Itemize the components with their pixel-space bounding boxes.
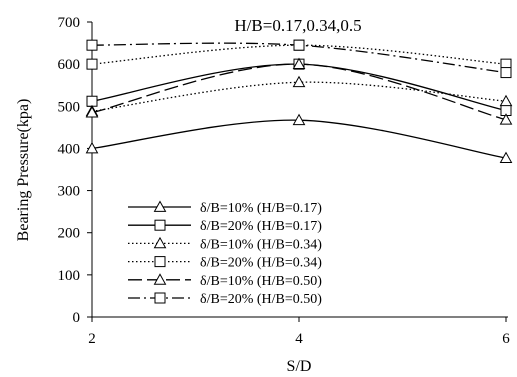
x-axis-label: S/D [287, 358, 312, 375]
square-data-point [86, 95, 98, 107]
legend: δ/B=10% (H/B=0.17) δ/B=20% (H/B=0.17) δ/B=… [128, 200, 322, 307]
legend-item: δ/B=20% (H/B=0.34) [128, 256, 322, 271]
legend-triangle-marker [153, 273, 167, 285]
triangle-data-point [499, 113, 513, 125]
triangle-data-point [85, 141, 99, 154]
x-ticks: 2 4 6 [88, 317, 510, 347]
chart-annotation: H/B=0.17,0.34,0.5 [234, 16, 361, 35]
legend-square-marker [154, 292, 166, 304]
triangle-data-point [292, 75, 306, 88]
legend-label: δ/B=20% (H/B=0.17) [200, 219, 322, 234]
y-tick-label: 600 [58, 57, 81, 73]
triangle-data-point [85, 106, 99, 118]
x-tick-label: 4 [295, 331, 303, 347]
legend-label: δ/B=20% (H/B=0.34) [200, 256, 322, 271]
axes [91, 22, 508, 318]
square-data-point [86, 39, 98, 51]
triangle-data-point [292, 113, 306, 126]
legend-label: δ/B=10% (H/B=0.50) [200, 274, 322, 289]
legend-item: δ/B=20% (H/B=0.50) [128, 292, 322, 307]
y-tick-label: 300 [58, 184, 81, 200]
y-axis-label: Bearing Pressure(kpa) [15, 99, 32, 242]
square-data-point [293, 39, 305, 51]
y-tick-label: 700 [58, 15, 81, 31]
square-data-point [500, 67, 512, 79]
triangle-data-point [292, 57, 306, 70]
series-line [91, 63, 507, 112]
square-data-point [86, 58, 98, 70]
legend-item: δ/B=10% (H/B=0.17) [128, 200, 322, 216]
legend-triangle-marker [153, 200, 167, 212]
y-tick-label: 200 [58, 226, 81, 242]
legend-label: δ/B=10% (H/B=0.17) [200, 201, 322, 216]
x-tick-label: 2 [88, 331, 96, 347]
legend-item: δ/B=10% (H/B=0.50) [128, 273, 322, 289]
x-tick-label: 6 [502, 331, 510, 347]
y-tick-label: 0 [73, 310, 81, 326]
legend-item: δ/B=20% (H/B=0.17) [128, 219, 322, 234]
legend-item: δ/B=10% (H/B=0.34) [128, 236, 322, 252]
triangle-data-point [499, 151, 513, 164]
y-tick-label: 500 [58, 99, 81, 115]
y-tick-label: 400 [58, 141, 81, 157]
legend-square-marker [154, 256, 166, 268]
legend-label: δ/B=20% (H/B=0.50) [200, 292, 322, 307]
legend-label: δ/B=10% (H/B=0.34) [200, 237, 322, 252]
series-line [91, 63, 507, 121]
legend-square-marker [154, 219, 166, 231]
series-markers [85, 39, 513, 164]
y-ticks: 0 100 200 300 400 500 600 700 [58, 15, 92, 326]
legend-triangle-marker [153, 236, 167, 249]
series-line [91, 119, 507, 159]
y-tick-label: 100 [58, 268, 81, 284]
triangle-data-point [499, 94, 513, 107]
